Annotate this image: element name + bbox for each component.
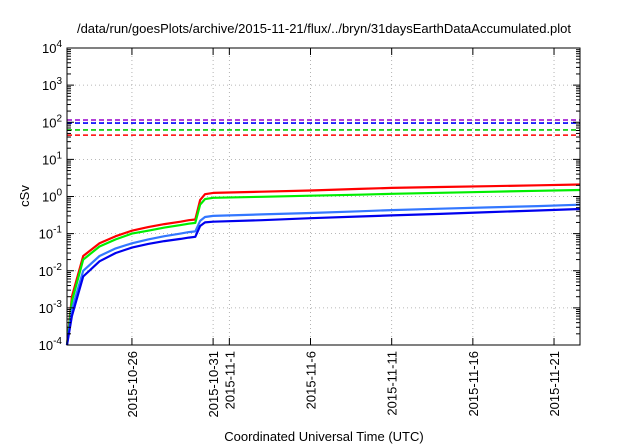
x-tick-label: 2015-11-21 — [547, 351, 562, 417]
y-tick-label: 10-4 — [39, 336, 63, 353]
x-tick-label: 2015-11-11 — [385, 351, 400, 416]
series-line — [65, 203, 581, 346]
x-tick-label: 2015-11-1 — [222, 351, 237, 409]
x-tick-label: 2015-11-6 — [304, 351, 319, 409]
x-tick-label: 2015-11-16 — [466, 351, 481, 417]
x-tick-label: 2015-10-31 — [206, 351, 221, 418]
x-tick-label: 2015-10-26 — [125, 351, 140, 418]
series-lines — [65, 183, 581, 346]
y-tick-label: 103 — [42, 76, 62, 93]
y-axis-title: cSv — [17, 185, 32, 207]
x-axis: 2015-10-26 2015-10-31 2015-11-1 2015-11-6 20… — [125, 48, 562, 418]
y-tick-label: 102 — [42, 113, 62, 130]
y-tick-label: 10-3 — [39, 299, 63, 316]
threshold-lines — [67, 119, 580, 136]
y-axis: 10-4 10-3 10-2 10-1 100 101 102 103 104 — [39, 39, 580, 353]
series-line — [65, 207, 581, 346]
y-tick-label: 104 — [42, 39, 62, 56]
series-line — [65, 188, 581, 346]
chart-title: /data/run/goesPlots/archive/2015-11-21/f… — [77, 21, 571, 36]
y-tick-label: 100 — [42, 188, 62, 205]
y-tick-label: 10-1 — [39, 225, 63, 242]
y-tick-label: 10-2 — [39, 262, 63, 279]
series-line — [65, 183, 581, 346]
x-axis-title: Coordinated Universal Time (UTC) — [224, 429, 423, 444]
y-tick-label: 101 — [42, 150, 62, 167]
